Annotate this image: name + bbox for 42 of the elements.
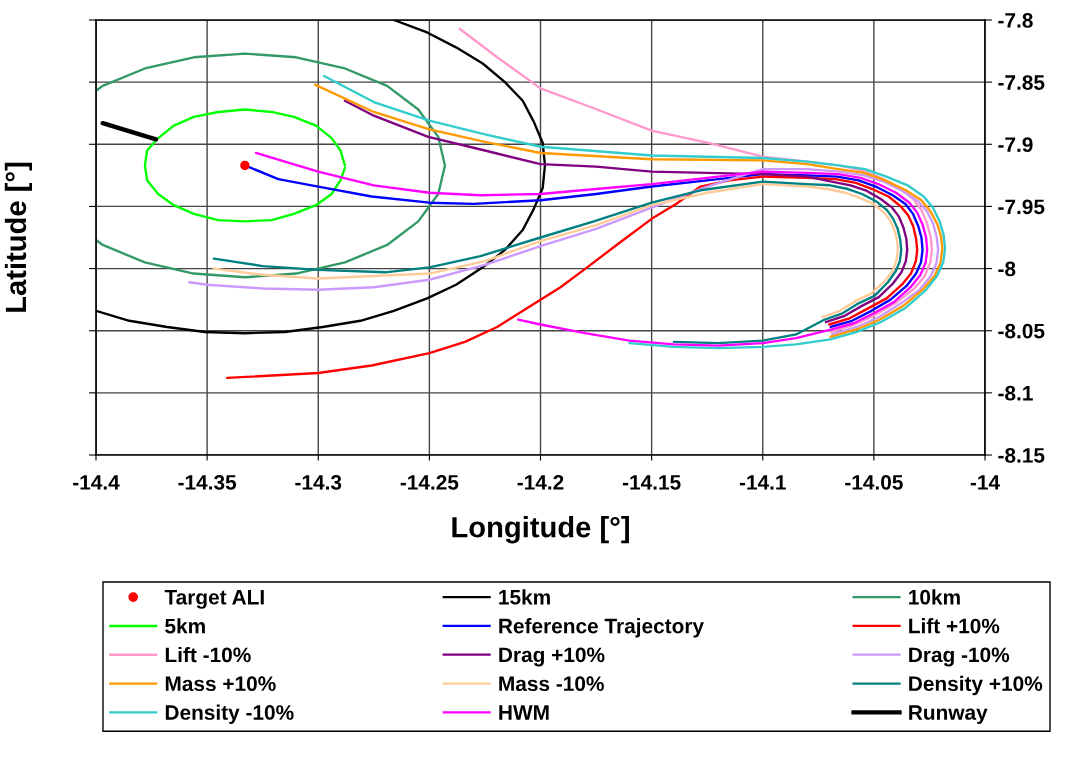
legend-label: Density +10% xyxy=(909,675,1043,696)
line-series xyxy=(212,180,903,345)
legend-label: Mass +10% xyxy=(165,676,276,692)
y-tick-label: -7.8 xyxy=(998,13,1033,28)
line-series xyxy=(458,27,934,334)
y-tick-label: -7.9 xyxy=(998,137,1033,153)
x-tick-label: -14.15 xyxy=(622,475,681,490)
x-tick-label: -14.05 xyxy=(845,474,903,490)
legend-label: Runway xyxy=(909,705,988,724)
y-tick-label: -8.1 xyxy=(998,385,1033,401)
y-tick-label: -7.95 xyxy=(998,199,1045,215)
line-series xyxy=(143,108,347,223)
line-series xyxy=(225,175,919,380)
x-tick-label: -14.25 xyxy=(400,474,459,490)
x-tick-label: -14.1 xyxy=(739,475,786,490)
x-tick-label: -14.3 xyxy=(295,474,342,490)
line-series xyxy=(212,182,900,319)
legend-label: HWM xyxy=(499,705,549,720)
legend-label: 5km xyxy=(165,618,205,634)
x-axis-title: Longitude [°] xyxy=(452,516,629,544)
x-tick-label: -14 xyxy=(970,475,1000,490)
x-tick-label: -14.35 xyxy=(178,474,237,490)
legend-label: Lift +10% xyxy=(909,618,1000,634)
y-tick-label: -8 xyxy=(998,261,1016,277)
legend-label: Drag -10% xyxy=(909,647,1010,667)
legend-label: Mass -10% xyxy=(499,676,604,692)
y-tick-label: -8.05 xyxy=(998,323,1045,339)
line-series xyxy=(343,99,909,324)
x-tick-label: -14.2 xyxy=(517,474,564,490)
legend-label: Density -10% xyxy=(165,704,294,724)
y-tick-label: -8.15 xyxy=(998,448,1045,463)
line-series xyxy=(254,151,929,347)
x-tick-label: -14.4 xyxy=(73,475,120,490)
legend-label: 15km xyxy=(499,589,550,605)
legend-label: Lift -10% xyxy=(165,646,251,663)
y-axis-title: Latitude [°] xyxy=(4,162,32,312)
legend-label: Target ALI xyxy=(164,590,264,609)
line-series xyxy=(96,52,447,279)
legend-label: 10km xyxy=(909,589,960,605)
legend-label: Reference Trajectory xyxy=(499,618,704,638)
y-tick-label: -7.85 xyxy=(998,75,1045,90)
legend-label: Drag +10% xyxy=(499,647,605,667)
